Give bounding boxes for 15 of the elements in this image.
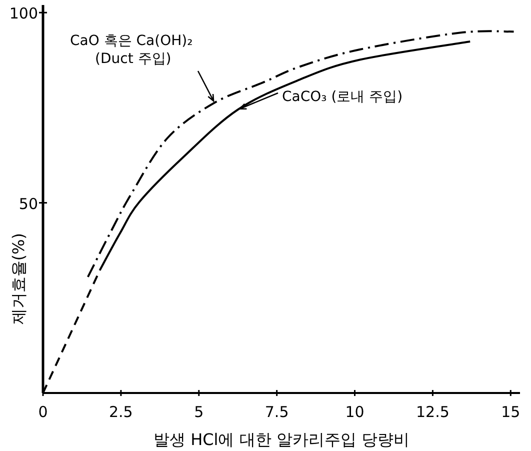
x-tick-label: 15 — [501, 403, 520, 421]
y-tick-label: 100 — [9, 4, 38, 23]
y-tick-label: 50 — [18, 194, 38, 213]
annotation: CaO 혹은 Ca(OH)₂ (Duct 주입) — [70, 33, 193, 67]
y-axis-title: 제거효율(%) — [9, 233, 28, 325]
annotation: CaO 혹은 Ca(OH)₂ (Duct 주입) — [70, 33, 214, 102]
x-tick-label: 7.5 — [264, 403, 289, 421]
x-tick-label: 12.5 — [416, 403, 450, 421]
x-tick-label: 5 — [194, 403, 204, 421]
annotation: CaCO₃ (로내 주입) — [238, 89, 403, 110]
x-axis-title: 발생 HCl에 대한 알카리주입 당량비 — [154, 430, 410, 449]
x-tick-label: 2.5 — [109, 403, 133, 421]
x-tick-label: 0 — [38, 403, 48, 421]
annotation: CaCO₃ (로내 주입) — [282, 89, 403, 105]
x-tick-label: 10 — [345, 403, 364, 421]
